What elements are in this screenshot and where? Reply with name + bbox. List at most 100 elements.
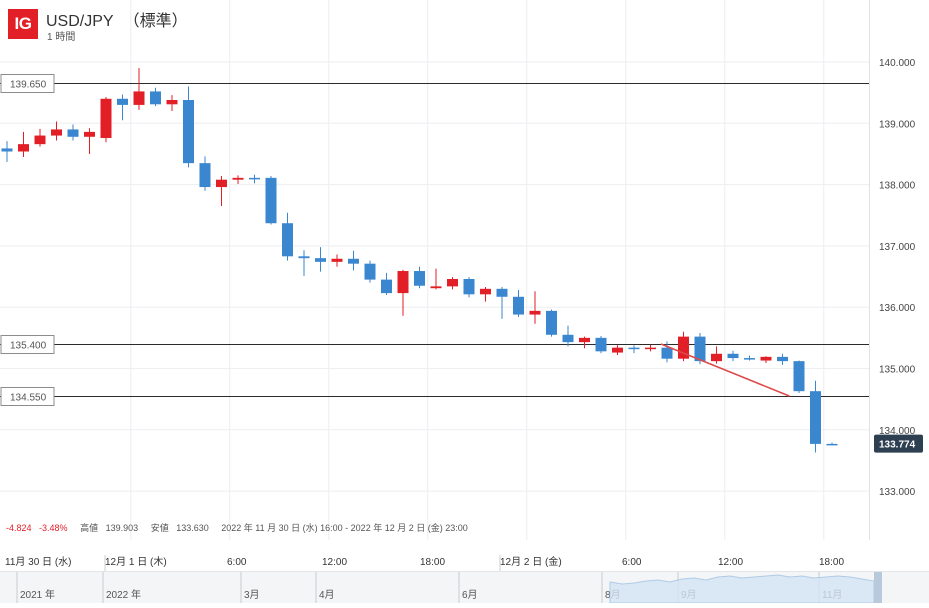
- candle[interactable]: [84, 128, 95, 154]
- candle-body: [430, 286, 442, 289]
- candle[interactable]: [793, 360, 805, 394]
- candle-body: [414, 271, 425, 286]
- candle[interactable]: [661, 341, 673, 363]
- candle-body: [216, 179, 227, 188]
- candle[interactable]: [777, 353, 788, 365]
- candle[interactable]: [34, 128, 46, 147]
- candle[interactable]: [183, 86, 194, 168]
- candle[interactable]: [166, 95, 178, 112]
- high-label: 高値: [80, 523, 99, 533]
- trendline-layer: [660, 343, 790, 397]
- candle[interactable]: [562, 325, 574, 347]
- candle[interactable]: [282, 212, 293, 261]
- candle[interactable]: [430, 268, 442, 290]
- candle[interactable]: [265, 176, 277, 225]
- candle-body: [100, 98, 112, 139]
- candle[interactable]: [711, 346, 722, 364]
- candle[interactable]: [199, 156, 211, 191]
- candle[interactable]: [546, 309, 557, 337]
- y-tick-label: 135.000: [879, 365, 916, 376]
- candle-body: [562, 334, 574, 343]
- instrument-title: USD/JPY （標準）: [46, 7, 188, 31]
- candle-body: [298, 256, 310, 259]
- candle[interactable]: [133, 68, 145, 110]
- interval-label[interactable]: 1 時間: [47, 32, 76, 43]
- y-tick-label: 134.000: [879, 426, 916, 437]
- x-axis: 11月 30 日 (水) 12月 1 日 (木) 6:00 12:00 18:00 12月…: [5, 555, 844, 571]
- x-tick-label: 11月 30 日 (水): [5, 556, 72, 568]
- candle[interactable]: [529, 291, 541, 324]
- candle-body: [711, 353, 722, 362]
- candle[interactable]: [595, 336, 607, 354]
- y-tick-label: 140.000: [879, 58, 916, 69]
- candle-body: [546, 310, 557, 335]
- candle[interactable]: [513, 290, 524, 318]
- candle[interactable]: [117, 94, 128, 121]
- candle[interactable]: [100, 96, 112, 143]
- candle-body: [1, 148, 13, 152]
- candle-body: [34, 135, 46, 145]
- candle[interactable]: [760, 356, 772, 363]
- price-level-tag[interactable]: [0, 74, 55, 93]
- candle[interactable]: [810, 380, 821, 453]
- candle[interactable]: [447, 277, 458, 290]
- price-level-tag[interactable]: [0, 387, 55, 406]
- candle[interactable]: [150, 87, 161, 107]
- symbol-name: USD/JPY: [46, 13, 114, 30]
- candle[interactable]: [397, 269, 409, 316]
- candle[interactable]: [331, 254, 343, 267]
- candle-body: [744, 358, 755, 360]
- navigator-label: 2022 年: [106, 588, 141, 601]
- candle[interactable]: [216, 176, 227, 207]
- candle[interactable]: [645, 344, 656, 352]
- candle[interactable]: [678, 331, 689, 362]
- candle[interactable]: [348, 250, 359, 271]
- instrument-variant: （標準）: [123, 13, 188, 30]
- candle-body: [694, 336, 706, 362]
- y-axis: 140.000 139.000 138.000 137.000 136.000 135.0…: [879, 58, 916, 498]
- candle-body: [249, 177, 260, 180]
- candle[interactable]: [67, 124, 79, 141]
- candle-body: [265, 177, 277, 224]
- candle[interactable]: [727, 350, 739, 362]
- candle-body: [133, 91, 145, 105]
- candle[interactable]: [364, 260, 376, 283]
- change-percent: -3.48%: [39, 523, 68, 533]
- candle[interactable]: [18, 131, 29, 158]
- candle[interactable]: [463, 277, 475, 298]
- candle[interactable]: [480, 286, 491, 302]
- candle-body: [117, 98, 128, 105]
- price-level-label: 134.550: [10, 393, 47, 404]
- candle-body: [348, 258, 359, 264]
- y-tick-label: 137.000: [879, 242, 916, 253]
- candle-body: [595, 337, 607, 352]
- price-level-tag[interactable]: [0, 335, 55, 354]
- candle[interactable]: [249, 174, 260, 184]
- candle-body: [628, 347, 640, 350]
- change-value: -4.824: [6, 523, 32, 533]
- candle[interactable]: [315, 247, 326, 272]
- candle[interactable]: [232, 175, 244, 184]
- navigator-handle[interactable]: [874, 572, 882, 603]
- candle[interactable]: [826, 442, 838, 446]
- candle[interactable]: [1, 141, 13, 162]
- candle[interactable]: [51, 121, 62, 141]
- high-value: 139.903: [105, 523, 139, 533]
- candle[interactable]: [414, 266, 425, 289]
- candle[interactable]: [579, 336, 590, 349]
- candle[interactable]: [381, 272, 392, 295]
- candle[interactable]: [612, 345, 623, 356]
- candle[interactable]: [628, 345, 640, 354]
- candle-body: [661, 347, 673, 359]
- candle-body: [810, 391, 821, 444]
- candle[interactable]: [744, 355, 755, 361]
- candle-body: [331, 258, 343, 262]
- trendline[interactable]: [660, 343, 790, 397]
- candle[interactable]: [298, 250, 310, 276]
- candle-body: [612, 347, 623, 353]
- candle[interactable]: [496, 286, 508, 319]
- low-label: 安値: [150, 523, 169, 533]
